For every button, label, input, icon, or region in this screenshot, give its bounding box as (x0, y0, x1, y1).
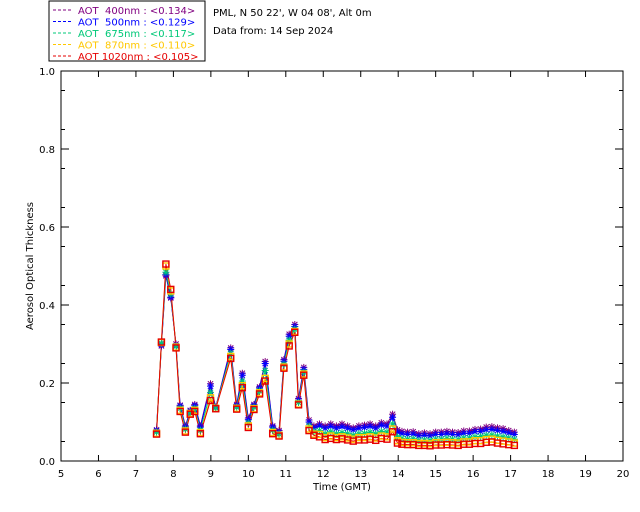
data-point (181, 428, 190, 436)
x-tick-label: 17 (504, 469, 517, 480)
data-point (176, 407, 184, 416)
data-point (206, 382, 214, 390)
legend-entry: AOT 675nm : <0.117> (78, 29, 195, 40)
data-point (157, 338, 166, 346)
data-point (285, 342, 293, 350)
y-tick-label: 0.0 (39, 457, 55, 468)
data-point (196, 430, 205, 438)
legend-entry: AOT 400nm : <0.134> (78, 6, 195, 17)
y-axis-label: Aerosol Optical Thickness (25, 202, 36, 330)
data-point (393, 439, 402, 447)
x-tick-label: 15 (429, 469, 442, 480)
x-tick-label: 18 (542, 469, 555, 480)
data-point (327, 422, 335, 430)
data-point (338, 423, 346, 431)
data-point (261, 367, 269, 375)
data-point (212, 405, 220, 413)
data-point (465, 434, 473, 442)
x-tick-label: 16 (467, 469, 480, 480)
data-point (255, 390, 264, 398)
data-point (291, 328, 299, 336)
data-point (162, 268, 170, 276)
data-point (360, 423, 368, 431)
data-point (349, 426, 357, 434)
data-point (366, 422, 374, 430)
x-tick-label: 14 (392, 469, 405, 480)
date-label: Data from: 14 Sep 2024 (213, 26, 333, 37)
data-point (285, 336, 293, 344)
data-point (261, 360, 269, 367)
data-point (460, 434, 468, 442)
data-point (238, 383, 247, 392)
x-tick-label: 8 (170, 469, 176, 480)
x-tick-label: 13 (354, 469, 367, 480)
data-point (152, 430, 161, 438)
data-point (244, 423, 253, 432)
data-point (294, 401, 303, 409)
data-point (275, 432, 283, 440)
legend-entry: AOT 500nm : <0.129> (78, 18, 195, 29)
data-point (409, 435, 417, 443)
data-point (383, 435, 391, 443)
data-point (280, 364, 288, 372)
legend-box (48, 0, 206, 62)
x-tick-label: 20 (617, 469, 630, 480)
x-tick-label: 5 (58, 469, 64, 480)
x-tick-label: 7 (133, 469, 139, 480)
data-point (443, 434, 451, 442)
data-point (377, 421, 385, 429)
legend-entry: AOT 870nm : <0.110> (78, 41, 195, 52)
plot-frame (60, 70, 624, 462)
data-point (206, 396, 215, 405)
y-tick-label: 0.6 (39, 223, 55, 234)
data-point (388, 428, 397, 436)
data-point (238, 371, 246, 379)
data-point (172, 344, 180, 352)
y-tick-label: 0.4 (39, 301, 55, 312)
data-point (227, 354, 235, 363)
data-point (191, 407, 199, 416)
data-point (505, 429, 513, 437)
data-point (167, 285, 175, 294)
data-point (510, 441, 519, 450)
data-point (261, 377, 269, 385)
axis-ticks: 5 6 7 8 9 10 11 12 13 14 15 16 17 18 19 20 0.0 0.2 0.4 0.6 0… (39, 67, 629, 480)
data-point (389, 413, 397, 421)
data-point (510, 435, 518, 443)
site-label: PML, N 50 22', W 04 08', Alt 0m (213, 8, 372, 19)
data-point (344, 424, 352, 432)
x-tick-label: 11 (279, 469, 292, 480)
data-point (355, 424, 363, 432)
data-point (233, 405, 241, 413)
data-point (300, 371, 308, 379)
x-tick-label: 9 (208, 469, 214, 480)
data-point (432, 430, 440, 438)
y-tick-label: 1.0 (39, 67, 55, 78)
x-tick-label: 6 (95, 469, 101, 480)
x-tick-label: 12 (317, 469, 330, 480)
legend-entry: AOT 1020nm : <0.105> (78, 52, 198, 63)
y-tick-label: 0.2 (39, 379, 55, 390)
series-markers (152, 260, 519, 450)
x-axis-label: Time (GMT) (312, 482, 371, 493)
data-point (162, 260, 170, 268)
data-point (305, 426, 313, 435)
data-point (250, 405, 258, 414)
y-tick-label: 0.8 (39, 145, 55, 156)
x-tick-label: 10 (242, 469, 255, 480)
data-point (471, 433, 479, 441)
data-point (420, 431, 428, 439)
data-point (206, 388, 214, 396)
legend: AOT 400nm : <0.134>AOT 500nm : <0.129>AO… (53, 6, 198, 63)
x-tick-label: 19 (579, 469, 592, 480)
